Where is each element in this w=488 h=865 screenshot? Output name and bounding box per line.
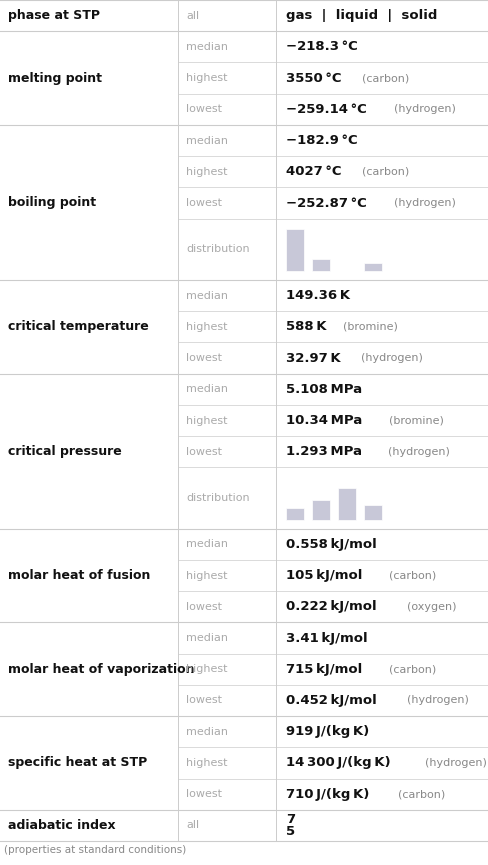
Text: 3550 °C  (carbon): 3550 °C (carbon)	[285, 72, 414, 85]
Text: 32.97 K  (hydrogen): 32.97 K (hydrogen)	[285, 351, 433, 364]
Text: median: median	[186, 291, 228, 300]
Text: lowest: lowest	[186, 446, 222, 457]
Text: 10.34 MPa: 10.34 MPa	[285, 414, 362, 427]
Text: highest: highest	[186, 758, 227, 768]
Text: 0.452 kJ/mol: 0.452 kJ/mol	[285, 694, 376, 707]
Text: molar heat of vaporization: molar heat of vaporization	[8, 663, 194, 676]
Bar	[312, 259, 329, 272]
Text: (bromine): (bromine)	[342, 322, 397, 332]
Text: highest: highest	[186, 664, 227, 674]
Text: lowest: lowest	[186, 198, 222, 208]
Text: critical pressure: critical pressure	[8, 445, 122, 458]
Text: critical temperature: critical temperature	[8, 320, 148, 333]
Text: 710 J/(kg K): 710 J/(kg K)	[285, 788, 369, 801]
Text: all: all	[186, 10, 199, 21]
Text: −252.87 °C: −252.87 °C	[285, 196, 366, 209]
Text: highest: highest	[186, 322, 227, 332]
Text: (carbon): (carbon)	[388, 664, 435, 674]
Text: (hydrogen): (hydrogen)	[407, 695, 468, 706]
Text: 0.452 kJ/mol  (hydrogen): 0.452 kJ/mol (hydrogen)	[285, 694, 469, 707]
Text: −182.9 °C: −182.9 °C	[285, 134, 357, 147]
Text: 0.222 kJ/mol  (oxygen): 0.222 kJ/mol (oxygen)	[285, 600, 452, 613]
Text: 5: 5	[285, 825, 295, 838]
Text: (carbon): (carbon)	[388, 571, 435, 580]
Text: molar heat of fusion: molar heat of fusion	[8, 569, 150, 582]
Text: highest: highest	[186, 415, 227, 426]
Text: 588 K  (bromine): 588 K (bromine)	[285, 320, 409, 333]
Text: (properties at standard conditions): (properties at standard conditions)	[4, 845, 186, 855]
Text: median: median	[186, 633, 228, 643]
Text: 715 kJ/mol  (carbon): 715 kJ/mol (carbon)	[285, 663, 435, 676]
Text: median: median	[186, 384, 228, 394]
Text: 588 K: 588 K	[285, 320, 326, 333]
Text: adiabatic index: adiabatic index	[8, 819, 115, 832]
Text: distribution: distribution	[186, 493, 249, 503]
Text: phase at STP: phase at STP	[8, 10, 100, 22]
Text: 919 J/(kg K): 919 J/(kg K)	[285, 725, 369, 738]
Bar	[364, 264, 382, 272]
Text: lowest: lowest	[186, 353, 222, 363]
Text: (carbon): (carbon)	[361, 167, 408, 176]
Text: (hydrogen): (hydrogen)	[387, 446, 449, 457]
Text: lowest: lowest	[186, 105, 222, 114]
Text: (hydrogen): (hydrogen)	[425, 758, 486, 768]
Text: (oxygen): (oxygen)	[407, 602, 456, 612]
Text: −259.14 °C: −259.14 °C	[285, 103, 366, 116]
Text: 4027 °C  (carbon): 4027 °C (carbon)	[285, 165, 414, 178]
Bar	[312, 500, 329, 520]
Text: median: median	[186, 136, 228, 145]
Text: 105 kJ/mol  (carbon): 105 kJ/mol (carbon)	[285, 569, 435, 582]
Text: median: median	[186, 727, 228, 737]
Text: (carbon): (carbon)	[361, 73, 408, 83]
Text: 1.293 MPa: 1.293 MPa	[285, 445, 362, 458]
Text: 4027 °C: 4027 °C	[285, 165, 341, 178]
Text: lowest: lowest	[186, 602, 222, 612]
Text: specific heat at STP: specific heat at STP	[8, 756, 147, 770]
Text: boiling point: boiling point	[8, 196, 96, 209]
Text: −259.14 °C  (hydrogen): −259.14 °C (hydrogen)	[285, 103, 459, 116]
Text: 715 kJ/mol: 715 kJ/mol	[285, 663, 362, 676]
Text: −252.87 °C  (hydrogen): −252.87 °C (hydrogen)	[285, 196, 459, 209]
Text: 0.558 kJ/mol: 0.558 kJ/mol	[285, 538, 376, 551]
Text: (hydrogen): (hydrogen)	[394, 198, 455, 208]
Text: (bromine): (bromine)	[388, 415, 443, 426]
Text: lowest: lowest	[186, 789, 222, 799]
Text: 14 300 J/(kg K): 14 300 J/(kg K)	[285, 756, 390, 770]
Text: 3.41 kJ/mol: 3.41 kJ/mol	[285, 631, 367, 644]
Text: 32.97 K: 32.97 K	[285, 351, 340, 364]
Text: melting point: melting point	[8, 72, 102, 85]
Text: 3550 °C: 3550 °C	[285, 72, 341, 85]
Text: 10.34 MPa  (bromine): 10.34 MPa (bromine)	[285, 414, 445, 427]
Text: 14 300 J/(kg K)  (hydrogen): 14 300 J/(kg K) (hydrogen)	[285, 756, 483, 770]
Text: 7: 7	[285, 813, 295, 826]
Text: gas  |  liquid  |  solid: gas | liquid | solid	[285, 10, 437, 22]
Text: 0.222 kJ/mol: 0.222 kJ/mol	[285, 600, 376, 613]
Text: median: median	[186, 539, 228, 549]
Text: all: all	[186, 820, 199, 830]
Bar	[364, 504, 382, 520]
Bar	[285, 508, 304, 520]
Text: 1.293 MPa  (hydrogen): 1.293 MPa (hydrogen)	[285, 445, 454, 458]
Text: median: median	[186, 42, 228, 52]
Bar	[338, 489, 356, 520]
Text: (hydrogen): (hydrogen)	[394, 105, 455, 114]
Text: distribution: distribution	[186, 244, 249, 254]
Text: 105 kJ/mol: 105 kJ/mol	[285, 569, 362, 582]
Text: 149.36 K: 149.36 K	[285, 289, 349, 302]
Text: lowest: lowest	[186, 695, 222, 706]
Text: highest: highest	[186, 73, 227, 83]
Bar	[285, 229, 304, 272]
Text: −218.3 °C: −218.3 °C	[285, 41, 357, 54]
Text: 5.108 MPa: 5.108 MPa	[285, 383, 362, 396]
Text: (carbon): (carbon)	[397, 789, 444, 799]
Text: highest: highest	[186, 571, 227, 580]
Text: (hydrogen): (hydrogen)	[360, 353, 422, 363]
Text: highest: highest	[186, 167, 227, 176]
Text: 710 J/(kg K)  (carbon): 710 J/(kg K) (carbon)	[285, 788, 442, 801]
